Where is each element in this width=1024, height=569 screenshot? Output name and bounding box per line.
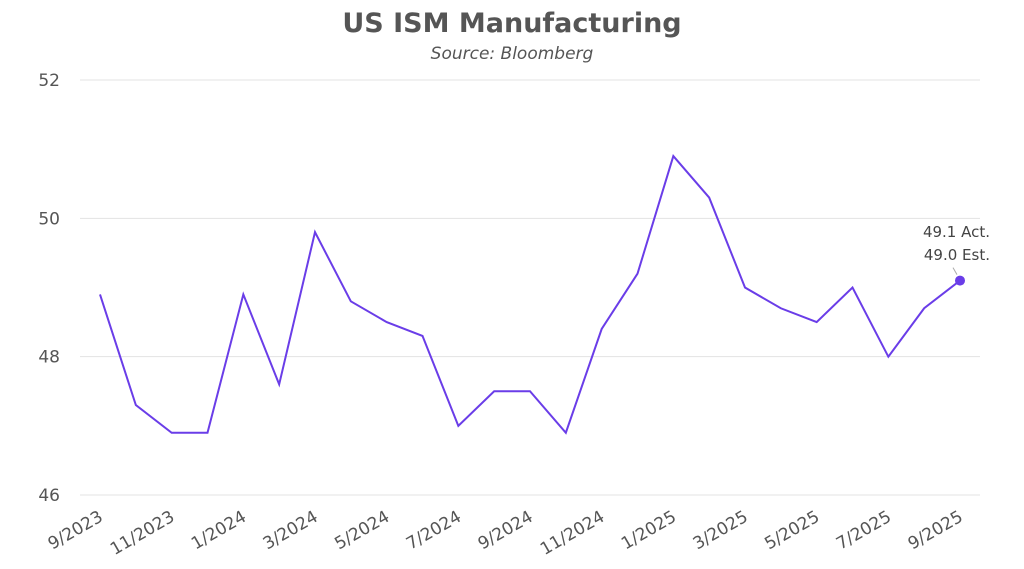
x-tick-label: 9/2023: [45, 507, 107, 554]
annotation-label: 49.1 Act.: [923, 223, 990, 241]
y-tick-label: 52: [38, 71, 60, 91]
x-tick-label: 5/2024: [331, 507, 393, 554]
x-tick-label: 3/2025: [690, 507, 752, 554]
y-tick-label: 50: [38, 209, 60, 229]
x-tick-label: 3/2024: [260, 507, 322, 554]
x-tick-label: 9/2025: [905, 507, 967, 554]
y-tick-label: 46: [38, 486, 60, 506]
x-tick-label: 11/2024: [537, 507, 608, 560]
x-tick-label: 7/2024: [403, 507, 465, 554]
x-tick-label: 1/2024: [188, 507, 250, 554]
x-tick-label: 5/2025: [761, 507, 823, 554]
chart-title: US ISM Manufacturing: [342, 8, 682, 39]
chart-subtitle: Source: Bloomberg: [430, 44, 594, 64]
x-tick-label: 11/2023: [107, 507, 178, 560]
annotation-leader: [952, 267, 958, 275]
x-tick-label: 1/2025: [618, 507, 680, 554]
x-tick-label: 9/2024: [475, 507, 537, 554]
x-tick-label: 7/2025: [833, 507, 895, 554]
series-line: [99, 154, 961, 435]
annotation-label: 49.0 Est.: [924, 246, 990, 264]
data-point: [955, 275, 965, 286]
y-tick-label: 48: [38, 348, 60, 368]
